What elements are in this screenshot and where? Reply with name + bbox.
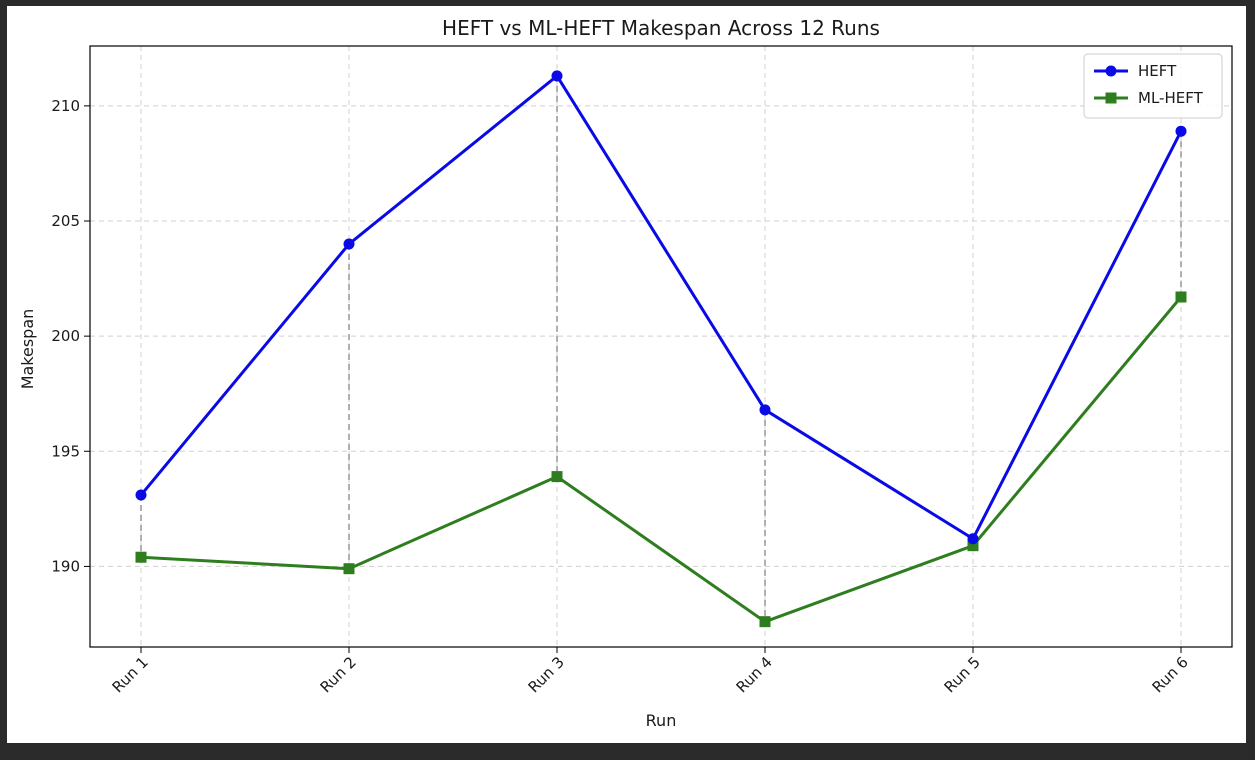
series-line-heft: [139, 74, 1183, 541]
legend-label: ML-HEFT: [1138, 89, 1204, 107]
legend-marker: [1105, 92, 1117, 104]
y-tick-label: 205: [51, 212, 80, 230]
data-point-heft: [759, 404, 771, 416]
line-chart: HEFT vs ML-HEFT Makespan Across 12 Runs …: [18, 16, 1233, 730]
data-point-ml-heft: [551, 471, 563, 483]
data-point-heft: [343, 238, 355, 250]
x-tick-label: Run 3: [525, 653, 568, 696]
x-axis-label: Run: [646, 711, 677, 730]
x-axis: Run 1 Run 2 Run 3 Run 4 Run 5 Run 6: [109, 647, 1192, 696]
connector-lines: [140, 75, 1182, 622]
legend-marker: [1105, 65, 1117, 77]
y-tick-label: 190: [51, 557, 80, 575]
data-point-heft: [551, 70, 563, 82]
legend-entry: ML-HEFT: [1094, 89, 1204, 107]
x-tick-label: Run 2: [317, 653, 360, 696]
legend-label: HEFT: [1138, 62, 1177, 80]
y-tick-label: 210: [51, 97, 80, 115]
y-tick-label: 195: [51, 442, 80, 460]
y-axis: 190 195 200 205 210: [51, 97, 90, 575]
series-line-ml-heft: [140, 296, 1183, 624]
data-point-heft: [967, 533, 979, 545]
legend: HEFT ML-HEFT: [1083, 53, 1223, 119]
figure: HEFT vs ML-HEFT Makespan Across 12 Runs …: [7, 6, 1246, 743]
x-tick-label: Run 6: [1149, 653, 1192, 696]
x-tick-label: Run 4: [733, 653, 776, 696]
plot-area-border: [89, 45, 1233, 648]
legend-entry: HEFT: [1094, 62, 1177, 80]
data-point-ml-heft: [967, 540, 979, 552]
x-tick-label: Run 1: [109, 653, 152, 696]
y-tick-label: 200: [51, 327, 80, 345]
data-point-heft: [1175, 125, 1187, 137]
x-tick-label: Run 5: [941, 653, 984, 696]
data-point-ml-heft: [1175, 291, 1187, 303]
data-point-ml-heft: [135, 551, 147, 563]
y-axis-label: Makespan: [18, 309, 37, 390]
grid: [90, 46, 1232, 647]
series-layer: [135, 70, 1187, 628]
data-point-ml-heft: [759, 616, 771, 628]
chart-title: HEFT vs ML-HEFT Makespan Across 12 Runs: [442, 16, 880, 40]
data-point-heft: [135, 489, 147, 501]
data-point-ml-heft: [343, 563, 355, 575]
